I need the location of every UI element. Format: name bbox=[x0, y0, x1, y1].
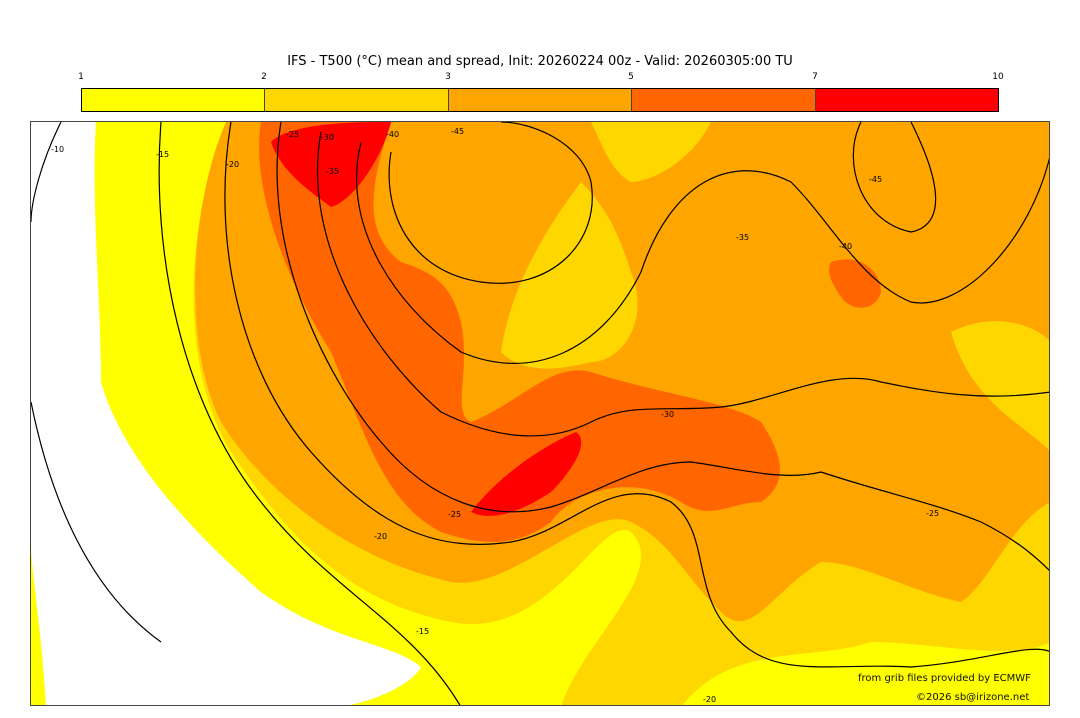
chart-title: IFS - T500 (°C) mean and spread, Init: 2… bbox=[287, 54, 793, 69]
colorbar-tick: 5 bbox=[628, 72, 634, 82]
spread-yellow bbox=[682, 642, 1049, 705]
source-credit: from grib files provided by ECMWF bbox=[858, 673, 1031, 684]
contour-label: -25 bbox=[286, 130, 299, 139]
spread-red bbox=[471, 432, 582, 516]
contour-label: -20 bbox=[703, 695, 716, 704]
colorbar-tick: 7 bbox=[812, 72, 818, 82]
copyright: ©2026 sb@irizone.net bbox=[916, 692, 1030, 703]
colorbar-tick: 3 bbox=[445, 72, 451, 82]
map-svg: -10 -15 -20 -25 -30 -35 -40 -45 -45 -40 … bbox=[31, 122, 1049, 705]
contour-label: -30 bbox=[661, 410, 674, 419]
spread-white bbox=[31, 122, 421, 705]
contour-label: -25 bbox=[448, 510, 461, 519]
contour-label: -40 bbox=[386, 130, 399, 139]
colorbar-segment bbox=[448, 89, 633, 111]
contour-label: -20 bbox=[374, 532, 387, 541]
colorbar-segment bbox=[632, 89, 816, 111]
colorbar-tick: 1 bbox=[78, 72, 84, 82]
contour-label: -25 bbox=[926, 509, 939, 518]
colorbar-segment bbox=[815, 89, 999, 111]
isotherms bbox=[31, 122, 1049, 705]
contour-label: -35 bbox=[326, 167, 339, 176]
colorbar-segment bbox=[265, 89, 449, 111]
spread-gold bbox=[951, 321, 1049, 451]
colorbar-tick: 10 bbox=[992, 72, 1004, 82]
contour-label: -45 bbox=[451, 127, 464, 136]
weather-map: -10 -15 -20 -25 -30 -35 -40 -45 -45 -40 … bbox=[30, 121, 1050, 706]
contour-label: -20 bbox=[226, 160, 239, 169]
contour-label: -35 bbox=[736, 233, 749, 242]
contour-label: -40 bbox=[839, 242, 852, 251]
colorbar bbox=[81, 88, 999, 112]
contour-label: -15 bbox=[416, 627, 429, 636]
contour-label: -45 bbox=[869, 175, 882, 184]
contour-label: -30 bbox=[321, 133, 334, 142]
spread-gold bbox=[591, 122, 711, 182]
contour-labels: -10 -15 -20 -25 -30 -35 -40 -45 -45 -40 … bbox=[51, 127, 939, 704]
contour-label: -10 bbox=[51, 145, 64, 154]
spread-darkorange bbox=[829, 259, 881, 308]
spread-darkorange bbox=[259, 122, 780, 542]
contour-label: -15 bbox=[156, 150, 169, 159]
colorbar-tick: 2 bbox=[261, 72, 267, 82]
spread-gold bbox=[501, 182, 638, 369]
colorbar-segment bbox=[82, 89, 266, 111]
